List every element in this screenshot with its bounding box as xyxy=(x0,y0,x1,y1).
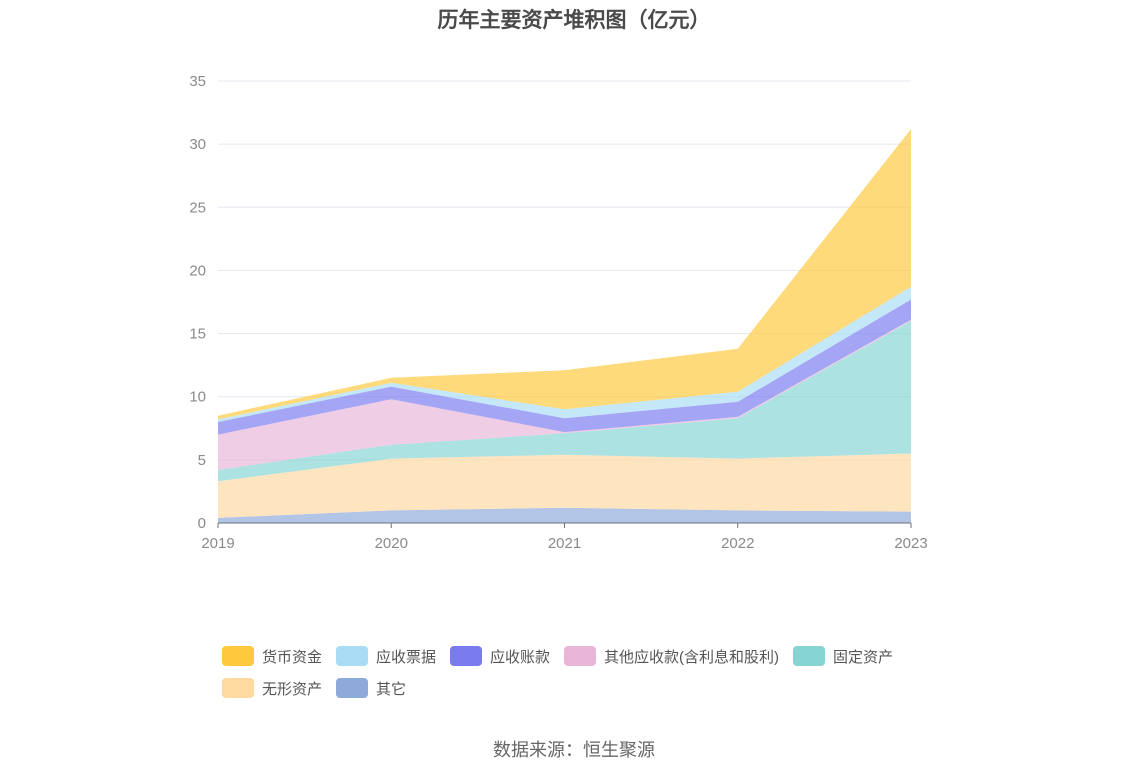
x-tick-label: 2022 xyxy=(721,535,754,552)
data-source: 数据来源：恒生聚源 xyxy=(493,740,655,760)
axes: 0 5 10 15 20 25 30 35 2019 2020 2021 2022 2023 xyxy=(189,73,927,552)
legend-item[interactable]: 其它 xyxy=(336,672,406,704)
x-tick-label: 2019 xyxy=(201,535,234,552)
legend-swatch xyxy=(222,646,254,666)
legend-item[interactable]: 应收账款 xyxy=(450,640,550,672)
y-tick-label: 20 xyxy=(189,262,206,279)
legend-item[interactable]: 货币资金 xyxy=(222,640,322,672)
legend: 货币资金 应收票据 应收账款 其他应收款(含利息和股利) 固定资产无形资产 其它 xyxy=(222,640,962,704)
legend-item[interactable]: 其他应收款(含利息和股利) xyxy=(564,640,779,672)
y-tick-label: 10 xyxy=(189,389,206,406)
area-其它 xyxy=(218,507,911,523)
stacked-area-chart: 0 5 10 15 20 25 30 35 2019 2020 2021 2022 2023 xyxy=(189,73,927,552)
legend-item[interactable]: 固定资产 xyxy=(793,640,893,672)
legend-label: 应收账款 xyxy=(490,648,551,666)
y-tick-label: 0 xyxy=(198,515,206,532)
legend-swatch xyxy=(564,646,597,666)
legend-item[interactable]: 应收票据 xyxy=(336,640,436,672)
legend-swatch xyxy=(336,678,369,698)
x-tick-label: 2023 xyxy=(894,535,927,552)
legend-swatch xyxy=(336,646,369,666)
y-tick-label: 35 xyxy=(189,73,206,90)
legend-label: 其他应收款(含利息和股利) xyxy=(604,648,780,666)
legend-label: 货币资金 xyxy=(262,648,323,666)
legend-label: 无形资产 xyxy=(262,680,323,698)
x-tick-label: 2020 xyxy=(375,535,408,552)
area-固定资产 xyxy=(218,320,911,482)
legend-swatch xyxy=(793,646,826,666)
y-tick-label: 15 xyxy=(189,326,206,343)
chart-title: 历年主要资产堆积图（亿元） xyxy=(437,9,711,32)
area-series xyxy=(218,129,911,523)
area-无形资产 xyxy=(218,453,911,518)
legend-swatch xyxy=(222,678,254,698)
legend-label: 应收票据 xyxy=(376,648,437,666)
legend-label: 其它 xyxy=(376,680,407,698)
x-tick-label: 2021 xyxy=(548,535,581,552)
y-tick-label: 5 xyxy=(198,452,206,469)
legend-swatch xyxy=(450,646,483,666)
y-tick-label: 30 xyxy=(189,136,206,153)
area-其他应收款(含利息和股利) xyxy=(218,319,911,470)
legend-item[interactable]: 无形资产 xyxy=(222,672,322,704)
y-tick-label: 25 xyxy=(189,199,206,216)
legend-label: 固定资产 xyxy=(833,648,894,666)
